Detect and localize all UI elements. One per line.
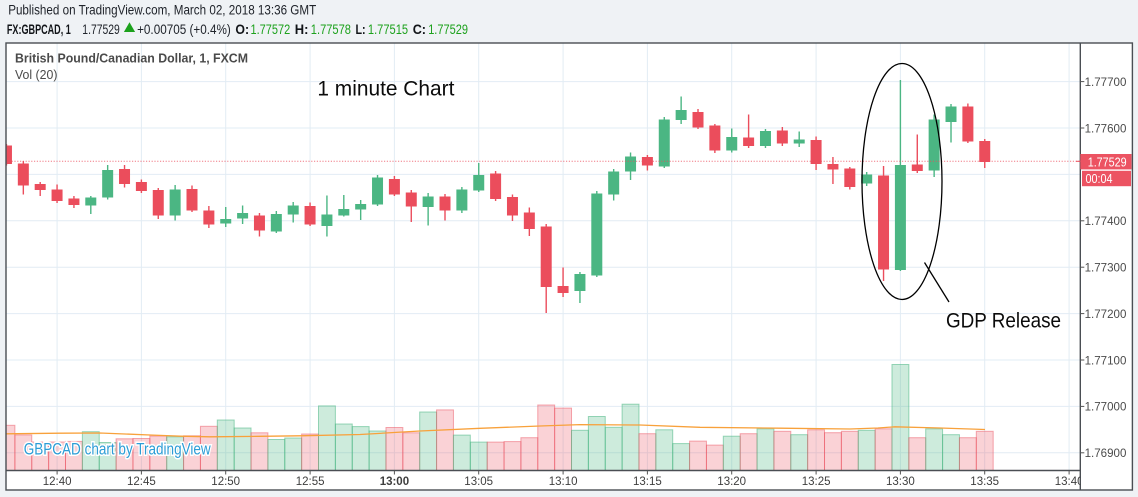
- svg-text:13:40: 13:40: [1055, 476, 1084, 488]
- svg-text:13:35: 13:35: [970, 476, 999, 488]
- svg-text:GDP Release: GDP Release: [946, 309, 1061, 333]
- svg-text:13:20: 13:20: [717, 476, 746, 488]
- svg-text:Published on TradingView.com,: Published on TradingView.com, March 02, …: [8, 3, 316, 18]
- svg-text:O:: O:: [235, 22, 249, 37]
- svg-text:1.77400: 1.77400: [1085, 214, 1127, 228]
- svg-text:1.77300: 1.77300: [1085, 261, 1127, 275]
- svg-text:+0.00705 (+0.4%): +0.00705 (+0.4%): [137, 22, 231, 37]
- svg-text:1.77529: 1.77529: [428, 22, 468, 37]
- svg-text:13:00: 13:00: [380, 476, 409, 488]
- svg-text:Vol (20): Vol (20): [15, 68, 58, 82]
- svg-text:13:30: 13:30: [886, 476, 915, 488]
- svg-text:1.77529: 1.77529: [82, 22, 120, 37]
- svg-text:1.77700: 1.77700: [1085, 75, 1127, 89]
- svg-text:12:45: 12:45: [127, 476, 156, 488]
- svg-text:1.77515: 1.77515: [368, 22, 408, 37]
- svg-text:13:25: 13:25: [802, 476, 831, 488]
- svg-text:1.77572: 1.77572: [251, 22, 291, 37]
- svg-text:1.77000: 1.77000: [1085, 400, 1127, 414]
- svg-text:13:15: 13:15: [633, 476, 662, 488]
- svg-text:1.77200: 1.77200: [1085, 307, 1127, 321]
- svg-text:1.77578: 1.77578: [311, 22, 351, 37]
- svg-text:L:: L:: [356, 22, 366, 37]
- svg-text:12:50: 12:50: [211, 476, 240, 488]
- svg-text:00:04: 00:04: [1086, 172, 1113, 186]
- svg-text:British Pound/Canadian Dollar,: British Pound/Canadian Dollar, 1, FXCM: [15, 51, 248, 66]
- svg-text:1.77100: 1.77100: [1085, 353, 1127, 367]
- svg-text:12:40: 12:40: [43, 476, 72, 488]
- svg-text:1.77600: 1.77600: [1085, 121, 1127, 135]
- svg-text:13:05: 13:05: [464, 476, 493, 488]
- svg-text:1.76900: 1.76900: [1085, 446, 1127, 460]
- svg-text:1 minute Chart: 1 minute Chart: [317, 76, 454, 100]
- svg-text:FX:GBPCAD, 1: FX:GBPCAD, 1: [7, 22, 71, 37]
- svg-text:C:: C:: [413, 22, 426, 37]
- svg-text:GBPCAD chart by TradingView: GBPCAD chart by TradingView: [24, 440, 212, 459]
- svg-text:13:10: 13:10: [549, 476, 578, 488]
- svg-text:H:: H:: [295, 22, 309, 37]
- svg-text:12:55: 12:55: [296, 476, 325, 488]
- svg-text:1.77529: 1.77529: [1088, 155, 1127, 169]
